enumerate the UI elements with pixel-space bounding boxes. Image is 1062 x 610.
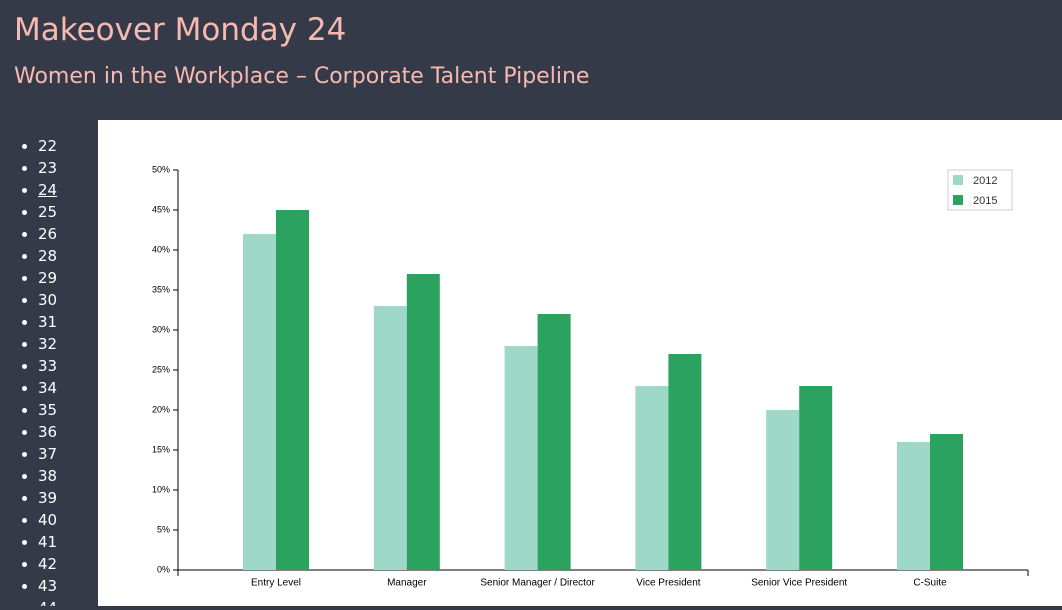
nav-item: 32 (38, 333, 98, 355)
bar (635, 386, 669, 570)
nav-link[interactable]: 31 (38, 313, 58, 331)
nav-item: 22 (38, 135, 98, 157)
nav-item: 26 (38, 223, 98, 245)
y-tick-label: 40% (152, 244, 170, 254)
y-tick-label: 50% (152, 164, 170, 174)
nav-link[interactable]: 42 (38, 555, 58, 573)
chart: 0% 5% 10% 15% 20% 25% 30% 35% 40% 45% 50% Entry Lev… (152, 164, 1029, 589)
nav-item: 24 (38, 179, 98, 201)
nav-link[interactable]: 25 (38, 203, 58, 221)
nav-item: 41 (38, 531, 98, 553)
week-nav: 22 23 24 25 26 28 29 30 31 32 33 34 35 36 37 38 39 40 41 42… (0, 135, 98, 606)
x-tick-label: Senior Manager / Director (480, 578, 595, 589)
nav-link[interactable]: 38 (38, 467, 58, 485)
nav-link[interactable]: 39 (38, 489, 58, 507)
nav-link[interactable]: 35 (38, 401, 58, 419)
bar (276, 210, 309, 570)
legend-swatch (953, 195, 963, 205)
y-tick-label: 15% (152, 444, 170, 454)
nav-item: 38 (38, 465, 98, 487)
nav-link[interactable]: 32 (38, 335, 58, 353)
bar (799, 386, 833, 570)
nav-link[interactable]: 34 (38, 379, 58, 397)
page-subtitle: Women in the Workplace – Corporate Talen… (14, 64, 590, 89)
nav-item: 31 (38, 311, 98, 333)
chart-panel: 0% 5% 10% 15% 20% 25% 30% 35% 40% 45% 50% Entry Lev… (98, 120, 1062, 606)
bar (537, 314, 571, 570)
nav-item: 29 (38, 267, 98, 289)
nav-item: 37 (38, 443, 98, 465)
y-tick-label: 45% (152, 204, 170, 214)
bar (504, 346, 538, 570)
bar (930, 434, 963, 570)
y-tick-label: 25% (152, 364, 170, 374)
legend-label: 2015 (973, 195, 997, 207)
y-tick-label: 30% (152, 324, 170, 334)
nav-link[interactable]: 22 (38, 137, 58, 155)
bar (766, 410, 800, 570)
bar (897, 442, 930, 570)
nav-item: 42 (38, 553, 98, 575)
nav-item: 33 (38, 355, 98, 377)
legend-swatch (953, 175, 963, 185)
bar (406, 274, 440, 570)
y-tick-label: 5% (157, 524, 170, 534)
nav-link[interactable]: 28 (38, 247, 58, 265)
nav-link[interactable]: 26 (38, 225, 58, 243)
nav-link[interactable]: 40 (38, 511, 58, 529)
y-tick-label: 35% (152, 284, 170, 294)
y-tick-label: 20% (152, 404, 170, 414)
bar (243, 234, 276, 570)
nav-link[interactable]: 23 (38, 159, 58, 177)
x-tick-label: Senior Vice President (751, 578, 847, 589)
nav-item: 35 (38, 399, 98, 421)
legend-label: 2012 (973, 175, 997, 187)
x-tick-label: Entry Level (251, 578, 301, 589)
nav-item: 43 (38, 575, 98, 597)
bar (373, 306, 407, 570)
bar (668, 354, 702, 570)
nav-link[interactable]: 24 (38, 181, 58, 199)
x-tick-label: Manager (387, 578, 427, 589)
nav-item: 36 (38, 421, 98, 443)
nav-item: 30 (38, 289, 98, 311)
nav-link[interactable]: 43 (38, 577, 58, 595)
nav-link[interactable]: 33 (38, 357, 58, 375)
nav-item: 23 (38, 157, 98, 179)
page-title: Makeover Monday 24 (14, 12, 347, 48)
nav-item: 34 (38, 377, 98, 399)
nav-item: 40 (38, 509, 98, 531)
nav-item: 39 (38, 487, 98, 509)
x-tick-label: C-Suite (913, 578, 947, 589)
nav-link[interactable]: 41 (38, 533, 58, 551)
nav-item: 28 (38, 245, 98, 267)
nav-link[interactable]: 29 (38, 269, 58, 287)
nav-link[interactable]: 37 (38, 445, 58, 463)
nav-link[interactable]: 44 (38, 599, 57, 606)
y-tick-label: 0% (157, 564, 170, 574)
nav-item: 44 (38, 597, 98, 606)
x-tick-label: Vice President (636, 578, 701, 589)
nav-item: 25 (38, 201, 98, 223)
nav-link[interactable]: 30 (38, 291, 58, 309)
y-tick-label: 10% (152, 484, 170, 494)
header: Makeover Monday 24 Women in the Workplac… (0, 0, 1062, 120)
nav-link[interactable]: 36 (38, 423, 58, 441)
